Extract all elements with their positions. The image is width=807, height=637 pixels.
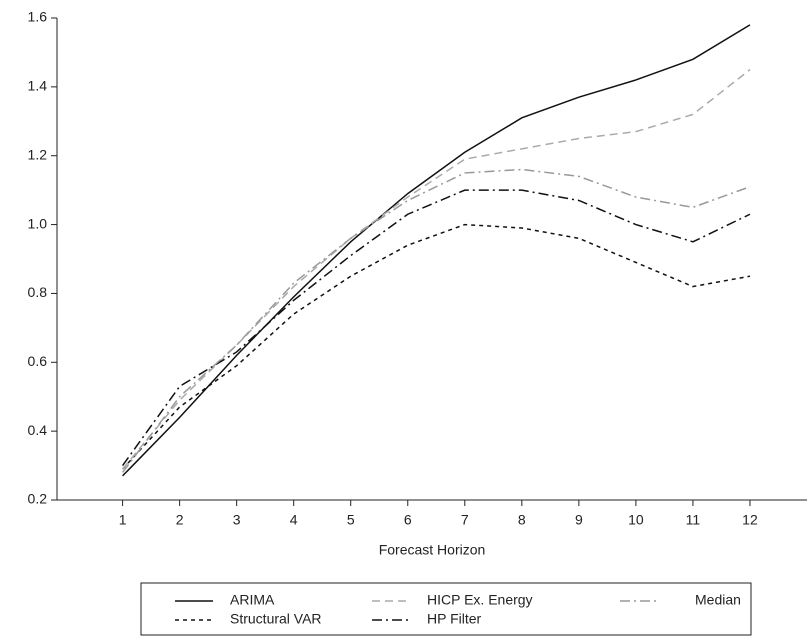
x-tick-label: 11 bbox=[686, 512, 701, 528]
y-tick-label: 0.8 bbox=[28, 284, 48, 300]
legend-label: ARIMA bbox=[230, 592, 275, 608]
x-tick-label: 10 bbox=[628, 512, 644, 528]
x-tick-label: 12 bbox=[742, 512, 758, 528]
legend-label: HICP Ex. Energy bbox=[427, 592, 533, 608]
series-line bbox=[122, 69, 751, 470]
series-line bbox=[121, 168, 751, 473]
x-tick-label: 7 bbox=[461, 512, 469, 528]
legend-label: HP Filter bbox=[427, 611, 482, 627]
y-tick-label: 1.2 bbox=[28, 146, 48, 162]
y-tick-label: 0.4 bbox=[28, 422, 48, 438]
series-line bbox=[122, 24, 751, 477]
series-line bbox=[121, 189, 751, 467]
x-tick-label: 2 bbox=[176, 512, 184, 528]
x-axis-label: Forecast Horizon bbox=[379, 542, 486, 558]
legend-box bbox=[140, 582, 752, 636]
y-tick-label: 1.6 bbox=[28, 9, 48, 25]
x-tick-label: 4 bbox=[290, 512, 298, 528]
y-tick-label: 1.4 bbox=[28, 78, 48, 94]
legend-label: Median bbox=[695, 592, 741, 608]
x-tick-label: 6 bbox=[404, 512, 412, 528]
y-tick-label: 0.2 bbox=[28, 491, 48, 507]
y-tick-label: 0.6 bbox=[28, 353, 48, 369]
x-tick-label: 8 bbox=[518, 512, 526, 528]
x-tick-label: 9 bbox=[575, 512, 583, 528]
series-line bbox=[122, 223, 751, 470]
x-tick-label: 3 bbox=[233, 512, 241, 528]
x-tick-label: 5 bbox=[347, 512, 355, 528]
legend-label: Structural VAR bbox=[230, 611, 322, 627]
y-tick-label: 1.0 bbox=[28, 215, 48, 231]
x-tick-label: 1 bbox=[119, 512, 127, 528]
